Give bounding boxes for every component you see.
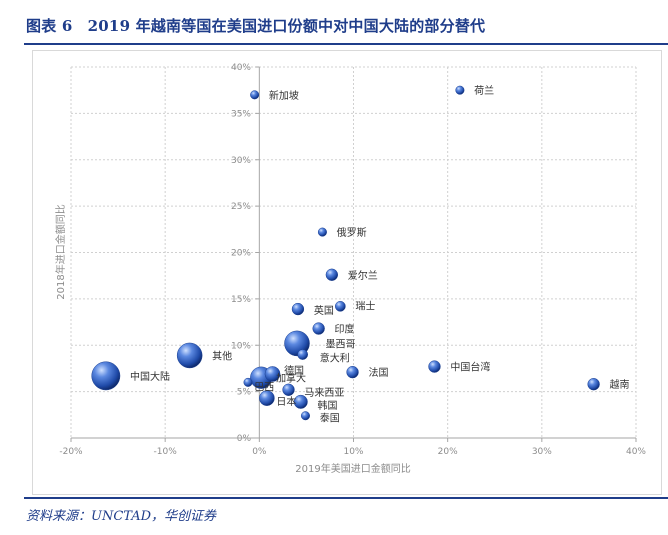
title-rule — [24, 43, 668, 45]
x-tick-label: 0% — [252, 447, 267, 457]
point-label: 巴西 — [254, 381, 274, 393]
point-label: 印度 — [335, 323, 355, 336]
y-tick-label: 20% — [231, 249, 251, 259]
data-point — [91, 361, 121, 391]
data-point — [334, 300, 346, 312]
point-label: 中国台湾 — [450, 361, 490, 374]
point-label: 德国 — [284, 364, 304, 377]
x-tick-label: 10% — [343, 447, 363, 457]
data-point — [312, 322, 325, 335]
data-point — [282, 383, 295, 396]
point-label: 其他 — [212, 349, 232, 362]
data-point — [587, 378, 600, 391]
data-point — [346, 365, 359, 379]
point-label: 墨西哥 — [326, 338, 356, 350]
data-point — [455, 85, 465, 95]
point-label: 加拿大 — [276, 372, 306, 385]
y-tick-label: 30% — [231, 156, 251, 166]
point-label: 日本 — [276, 395, 296, 408]
data-point — [243, 377, 253, 387]
point-label: 马来西亚 — [304, 387, 344, 399]
y-tick-label: 35% — [231, 109, 251, 119]
point-label: 英国 — [314, 304, 334, 317]
point-label: 瑞士 — [355, 299, 375, 312]
point-label: 意大利 — [320, 352, 350, 365]
point-label: 韩国 — [317, 399, 337, 412]
point-label: 爱尔兰 — [348, 269, 378, 282]
y-tick-label: 25% — [231, 202, 251, 212]
data-point — [264, 366, 281, 382]
axis-layer: 0% 5% 10% 15% 20% 25% 30% 35% 40% -20% -10% 0% 10% 20… — [59, 63, 646, 457]
y-tick-label: 0% — [237, 434, 252, 444]
point-label: 新加坡 — [269, 89, 299, 102]
point-layer — [91, 85, 600, 421]
x-tick-label: -20% — [59, 447, 83, 457]
data-point — [297, 349, 308, 360]
data-point — [176, 342, 203, 369]
data-point — [291, 302, 305, 316]
y-tick-label: 40% — [231, 63, 251, 73]
data-point — [293, 394, 308, 409]
y-axis-title: 2018年进口金额同比 — [54, 204, 67, 299]
point-label: 法国 — [368, 366, 388, 379]
data-point — [300, 411, 310, 421]
data-point — [317, 227, 327, 237]
source-note: 资料来源：UNCTAD，华创证券 — [26, 509, 217, 524]
y-tick-label: 5% — [237, 388, 252, 398]
source-rule — [24, 497, 668, 499]
data-point — [259, 390, 275, 406]
data-point — [250, 90, 260, 100]
y-tick-label: 15% — [231, 295, 251, 305]
chart-frame — [32, 50, 662, 495]
data-point — [428, 360, 441, 373]
x-tick-label: -10% — [154, 447, 178, 457]
point-label: 俄罗斯 — [337, 226, 367, 239]
y-tick-label: 10% — [231, 341, 251, 351]
point-label: 越南 — [610, 378, 630, 391]
point-label: 荷兰 — [474, 84, 494, 97]
figure-title: 图表 6 2019 年越南等国在美国进口份额中对中国大陆的部分替代 — [26, 17, 486, 35]
x-tick-label: 30% — [532, 447, 552, 457]
point-label: 中国大陆 — [130, 370, 170, 383]
data-point — [325, 268, 338, 281]
x-axis-title: 2019年美国进口金额同比 — [295, 462, 410, 475]
x-tick-label: 40% — [626, 447, 646, 457]
x-tick-label: 20% — [438, 447, 458, 457]
point-label: 泰国 — [320, 412, 340, 425]
